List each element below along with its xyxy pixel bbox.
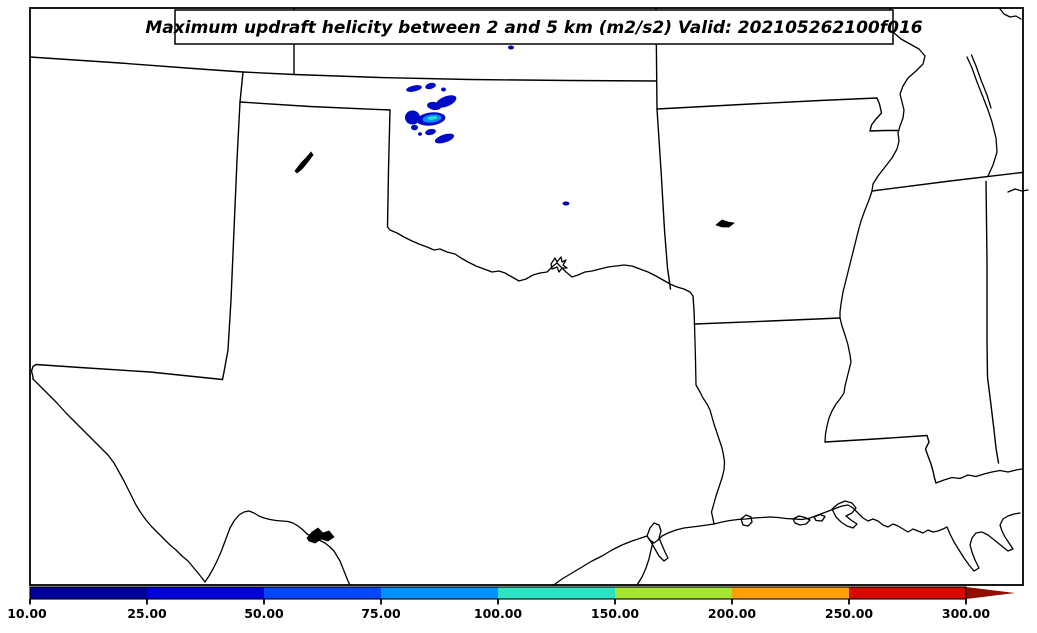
helicity-cell xyxy=(434,133,455,144)
colorbar-tick-label: 250.00 xyxy=(825,606,874,621)
helicity-cell xyxy=(405,110,420,125)
colorbar: 10.00 25.00 50.00 75.00 100.00 150.00 20… xyxy=(7,586,1015,621)
map-background xyxy=(30,8,1023,585)
arkansas-lake xyxy=(715,219,735,228)
helicity-cell xyxy=(411,124,418,131)
rivers-and-coastline xyxy=(30,8,1029,587)
border-nm-tx-ok xyxy=(221,71,244,381)
colorbar-tick-label: 100.00 xyxy=(474,606,523,621)
border-tx-ar xyxy=(689,291,696,325)
colorbar-segment xyxy=(498,587,615,599)
border-ok-ar xyxy=(656,108,672,290)
lake-texoma xyxy=(550,256,568,273)
lake-meredith xyxy=(294,151,314,174)
plot-title: Maximum updraft helicity between 2 and 5… xyxy=(145,18,922,38)
ohio-river-corner xyxy=(999,8,1022,20)
colorbar-tick-label: 50.00 xyxy=(244,606,284,621)
colorbar-segment xyxy=(30,587,147,599)
helicity-weak-cell-ks xyxy=(508,45,514,50)
border-ms-al xyxy=(985,180,1000,464)
colorbar-tick-label: 300.00 xyxy=(942,606,991,621)
border-tx-ok-panhandle xyxy=(239,101,391,111)
helicity-cell xyxy=(418,132,422,136)
colorbar-tick-label: 150.00 xyxy=(591,606,640,621)
helicity-cell xyxy=(425,82,436,90)
colorbar-segment xyxy=(381,587,498,599)
helicity-weak-cell-ok xyxy=(562,201,570,206)
white-lake xyxy=(792,513,826,526)
border-nm-tx-32n xyxy=(30,363,224,381)
colorbar-segment xyxy=(147,587,264,599)
helicity-cell xyxy=(435,95,457,108)
colorbar-tick-label: 10.00 xyxy=(7,606,47,621)
border-ar-la xyxy=(693,317,841,325)
colorbar-segment xyxy=(264,587,381,599)
mississippi-river xyxy=(824,8,926,443)
border-la-ms-pearl xyxy=(824,434,937,484)
barrier-island xyxy=(636,541,654,586)
state-boundaries xyxy=(29,8,1023,525)
colorbar-tick-label: 200.00 xyxy=(708,606,757,621)
helicity-cell xyxy=(427,101,441,111)
map-frame xyxy=(29,7,1024,586)
border-tx-ok-100w xyxy=(386,109,391,228)
border-tn-ms xyxy=(871,171,1023,192)
colorbar-segment xyxy=(732,587,849,599)
helicity-cell xyxy=(425,128,436,136)
helicity-core xyxy=(427,116,438,120)
border-tx-la-sabine xyxy=(693,323,726,525)
red-river-border xyxy=(386,226,691,293)
kentucky-lake xyxy=(966,54,998,177)
colorbar-ticks xyxy=(29,599,967,605)
colorbar-tick-labels: 10.00 25.00 50.00 75.00 100.00 150.00 20… xyxy=(7,606,990,621)
tennessee-river-squiggle xyxy=(1007,188,1029,193)
helicity-cell xyxy=(441,87,446,92)
lake-amistad xyxy=(306,527,335,544)
lake-calcasieu xyxy=(740,514,753,527)
colorbar-extend-arrow xyxy=(966,587,1015,599)
colorbar-tick-label: 25.00 xyxy=(127,606,167,621)
helicity-cell xyxy=(406,85,422,92)
galveston-bay xyxy=(646,522,669,562)
title-box xyxy=(174,9,894,45)
colorbar-segment xyxy=(615,587,732,599)
colorbar-segment xyxy=(849,587,966,599)
border-mo-ar-bootheel xyxy=(656,97,900,132)
vermilion-bay xyxy=(831,500,858,529)
gulf-coastline xyxy=(552,504,1021,587)
colorbar-tick-label: 75.00 xyxy=(361,606,401,621)
mississippi-sound-coast xyxy=(935,468,1023,484)
